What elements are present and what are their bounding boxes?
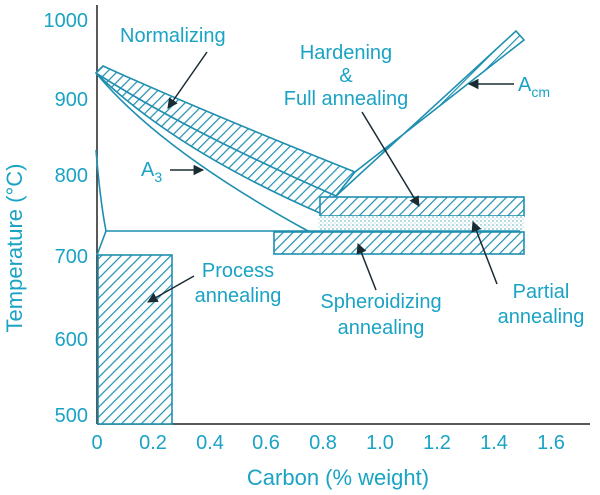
label-hardening: Hardening <box>300 42 392 64</box>
a3-subscript: 3 <box>154 169 162 185</box>
label-full-annealing: Full annealing <box>284 88 409 110</box>
x-tick-0: 0 <box>91 432 102 454</box>
region-normalizing <box>94 65 357 197</box>
arrow-spheroidizing <box>356 243 377 291</box>
x-tick-0.2: 0.2 <box>139 432 167 454</box>
arrow-process <box>147 275 195 303</box>
x-tick-1.0: 1.0 <box>366 432 394 454</box>
acm-subscript: cm <box>531 84 550 100</box>
y-tick-900: 900 <box>55 89 88 111</box>
region-full-annealing <box>319 196 525 217</box>
y-tick-800: 800 <box>55 165 88 187</box>
label-process: Process <box>202 260 274 282</box>
x-tick-1.6: 1.6 <box>537 432 565 454</box>
region-process-annealing <box>97 254 173 425</box>
y-tick-600: 600 <box>55 329 88 351</box>
label-acm: Acm <box>518 74 550 100</box>
label-process-annealing: annealing <box>195 285 282 307</box>
label-spheroidizing: Spheroidizing <box>320 291 441 313</box>
y-axis-title: Temperature (°C) <box>2 164 27 333</box>
region-partial-annealing <box>318 216 524 230</box>
y-tick-700: 700 <box>55 246 88 268</box>
label-a3: A3 <box>141 159 162 185</box>
acm-main: A <box>518 74 532 96</box>
y-tick-500: 500 <box>55 405 88 427</box>
a3-curve <box>95 72 309 232</box>
y-tick-1000: 1000 <box>44 10 89 32</box>
arrow-full-annealing <box>361 111 420 207</box>
alpha-gamma-boundary <box>95 149 107 256</box>
x-tick-1.2: 1.2 <box>423 432 451 454</box>
label-partial: Partial <box>513 281 570 303</box>
x-tick-0.8: 0.8 <box>309 432 337 454</box>
label-partial-annealing: annealing <box>498 306 585 328</box>
leader-arrows <box>147 51 514 303</box>
label-spheroidizing-annealing: annealing <box>338 317 425 339</box>
x-axis-title: Carbon (% weight) <box>247 465 429 490</box>
x-tick-labels: 0 0.2 0.4 0.6 0.8 1.0 1.2 1.4 1.6 <box>91 432 564 454</box>
y-tick-labels: 1000 900 800 700 600 500 <box>44 10 89 427</box>
x-tick-0.4: 0.4 <box>196 432 224 454</box>
region-spheroidizing <box>273 231 525 255</box>
x-tick-1.4: 1.4 <box>480 432 508 454</box>
label-normalizing: Normalizing <box>120 25 226 47</box>
label-ampersand: & <box>339 65 353 87</box>
arrow-normalizing <box>167 51 208 109</box>
arrow-partial <box>471 221 498 285</box>
region-acm-band <box>335 29 526 197</box>
a3-main: A <box>141 159 155 181</box>
x-tick-0.6: 0.6 <box>252 432 280 454</box>
